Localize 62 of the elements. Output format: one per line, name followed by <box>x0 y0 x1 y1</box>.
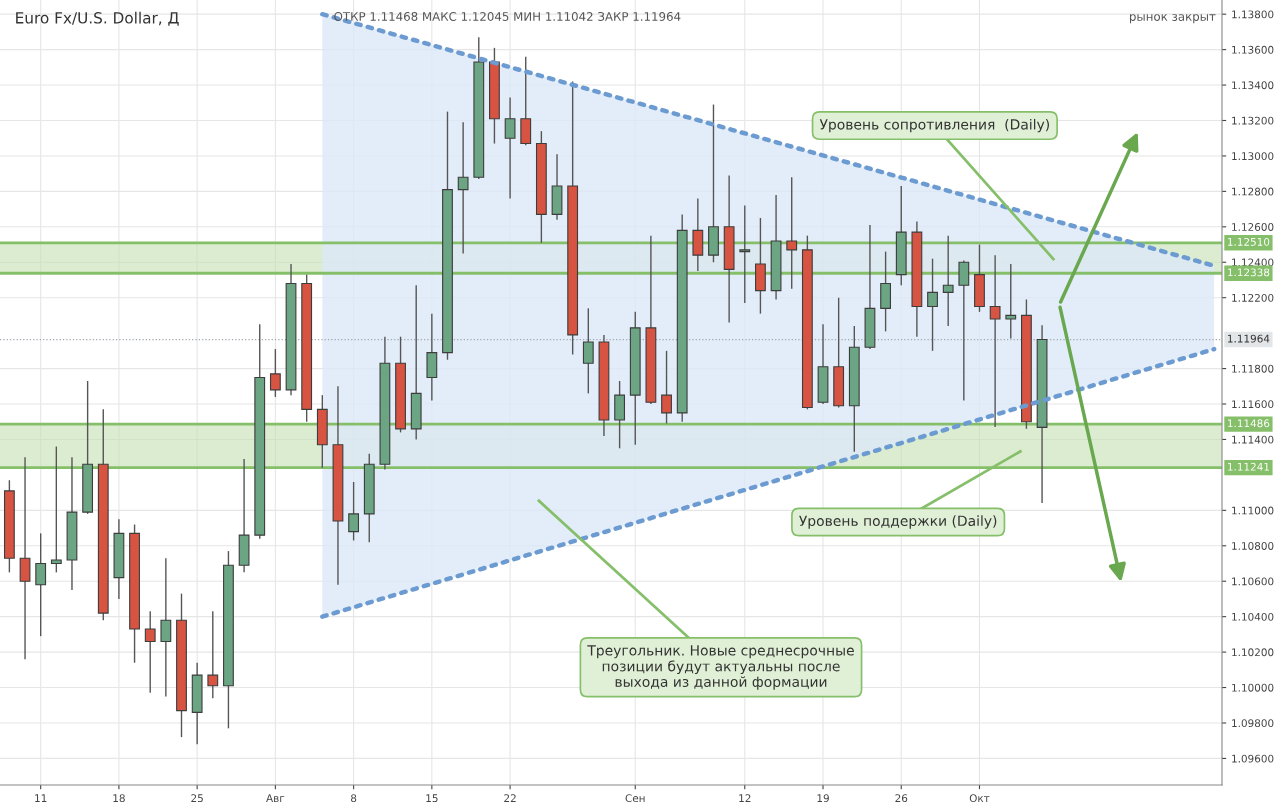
candlestick <box>739 204 751 304</box>
candlestick <box>207 610 219 699</box>
candlestick <box>989 254 1001 428</box>
y-tick-label: 1.13000 <box>1232 152 1274 161</box>
ref-line-label: 1.11964 <box>1228 334 1270 343</box>
candlestick <box>160 557 172 698</box>
x-tick-label: 22 <box>504 794 516 802</box>
y-tick-label: 1.10400 <box>1232 612 1274 621</box>
ref-line-label: 1.11486 <box>1228 419 1270 428</box>
x-tick-label: 19 <box>817 794 829 803</box>
candlestick <box>942 234 954 327</box>
x-tick-label: Сен <box>625 794 645 803</box>
annotation: Уровень поддержки (Daily) <box>799 515 997 529</box>
x-tick-label: 8 <box>351 794 357 803</box>
y-tick-label: 1.09800 <box>1232 719 1274 728</box>
x-tick-label: Окт <box>969 794 990 803</box>
x-tick-label: 15 <box>426 794 438 803</box>
candlestick <box>269 348 281 398</box>
y-tick-label: 1.11600 <box>1232 400 1274 409</box>
ref-line-label: 1.11241 <box>1228 462 1269 471</box>
candlestick <box>661 350 672 425</box>
candlestick <box>19 456 31 660</box>
annotation: рынок закрыт <box>1129 14 1216 24</box>
candlestick <box>348 481 360 542</box>
candlestick <box>35 532 47 637</box>
y-tick-label: 1.12200 <box>1232 293 1274 302</box>
y-tick-label: 1.10200 <box>1232 648 1274 657</box>
x-tick-label: 11 <box>35 794 47 802</box>
y-tick-label: 1.10000 <box>1232 683 1274 692</box>
y-tick-label: 1.13800 <box>1232 10 1274 19</box>
x-tick-label: 26 <box>895 794 908 803</box>
ref-line-label: 1.12510 <box>1228 237 1270 246</box>
text: Euro Fx/U.S. Dollar, Д <box>16 11 179 26</box>
y-tick-label: 1.11800 <box>1232 364 1274 373</box>
annotation: Треугольник. Новые среднесрочные позиции будут актуальны после выхода из данной формации <box>587 645 854 690</box>
y-tick-label: 1.10600 <box>1232 577 1274 586</box>
y-tick-label: 1.13200 <box>1232 116 1274 125</box>
annotation: Уровень сопротивления (Daily) <box>819 118 1049 133</box>
candlestick <box>504 96 516 200</box>
ref-line-label: 1.12338 <box>1228 268 1270 277</box>
y-tick-label: 1.11400 <box>1232 435 1274 444</box>
x-tick-label: 25 <box>191 794 203 803</box>
y-tick-label: 1.13600 <box>1232 45 1274 54</box>
x-tick-label: 12 <box>739 794 751 802</box>
y-tick-label: 1.13400 <box>1232 81 1274 90</box>
y-tick-label: 1.10800 <box>1232 542 1274 550</box>
y-tick-label: 1.12600 <box>1232 223 1274 231</box>
candlestick <box>457 121 469 255</box>
candlestick <box>958 259 970 402</box>
y-tick-label: 1.09600 <box>1232 754 1274 763</box>
candlestick <box>582 307 594 395</box>
candlestick <box>927 258 938 352</box>
candlestick <box>786 176 798 290</box>
y-tick-label: 1.12400 <box>1232 258 1274 267</box>
candlestick <box>144 610 156 694</box>
annotation: ОТКР 1.11468 МАКС 1.12045 МИН 1.11042 ЗАКР 1.11964 <box>334 11 681 21</box>
x-tick-label: 18 <box>113 794 125 803</box>
x-tick-label: Авг <box>266 794 285 802</box>
candlestick <box>50 445 62 574</box>
y-tick-label: 1.12800 <box>1232 187 1274 196</box>
candlestick <box>1005 263 1017 340</box>
y-tick-label: 1.11000 <box>1232 506 1274 515</box>
